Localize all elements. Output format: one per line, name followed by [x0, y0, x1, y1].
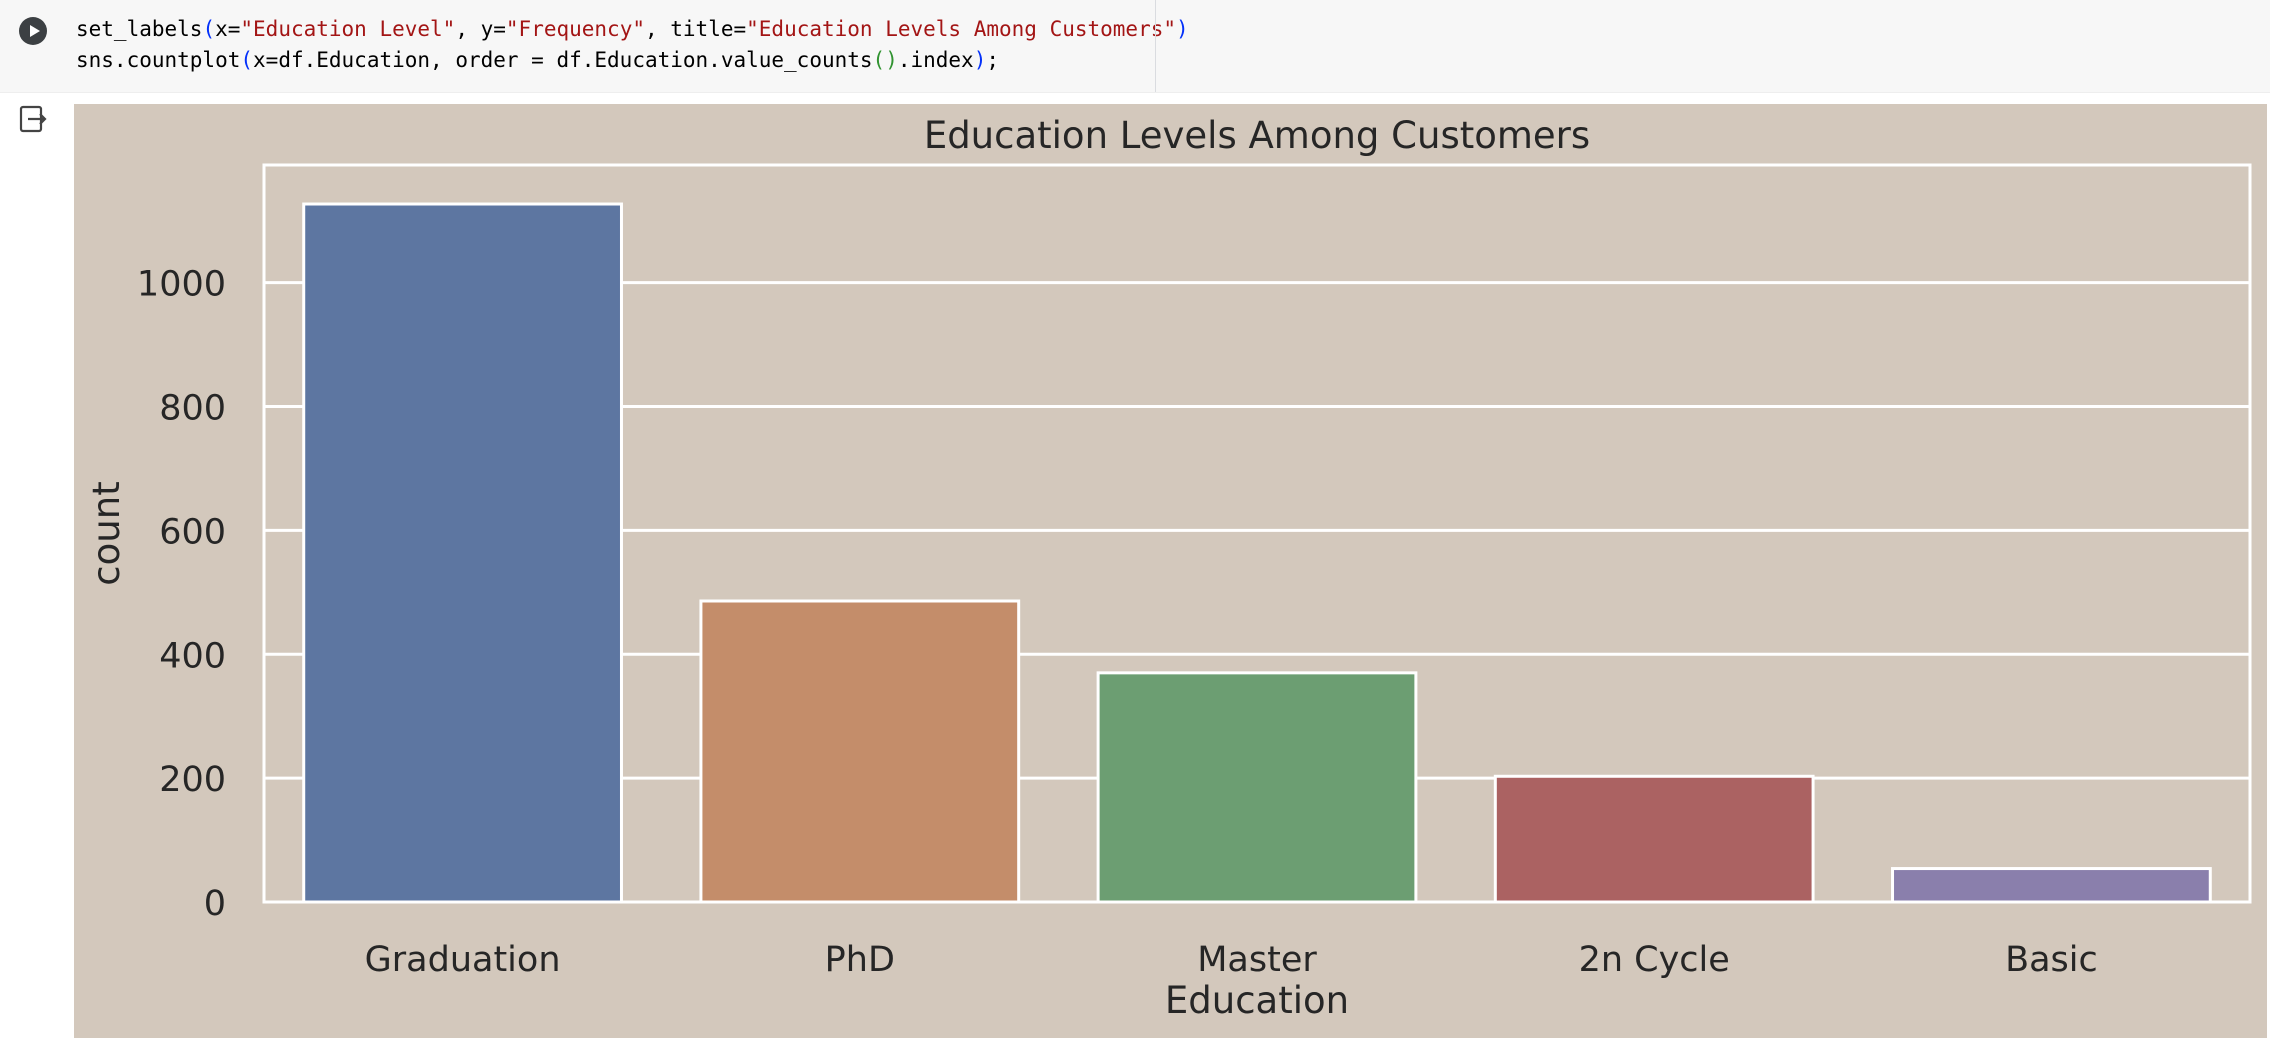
bar-basic	[1891, 867, 2212, 904]
bar-chart: 0 200 400 600 800 1000 Graduation PhD Master 2n …	[74, 104, 2267, 1038]
y-axis-label: count	[85, 481, 128, 585]
code-token: .index	[897, 48, 974, 72]
run-cell-button[interactable]	[19, 17, 47, 45]
code-token: x=df.Education, order = df.Education.val…	[253, 48, 873, 72]
chart-title: Education Levels Among Customers	[924, 114, 1590, 157]
code-token: (	[202, 17, 216, 41]
code-token: set_labels	[76, 17, 203, 41]
code-token: "Frequency"	[505, 17, 645, 41]
code-ruler	[1155, 0, 1156, 92]
x-tick-labels: Graduation PhD Master 2n Cycle Basic	[365, 940, 2098, 980]
x-tick-label: PhD	[825, 940, 895, 980]
x-tick-label: Basic	[2005, 940, 2098, 980]
code-token: , title=	[644, 17, 747, 41]
y-tick-label: 1000	[137, 265, 226, 305]
code-line: sns.countplot(x=df.Education, order = df…	[76, 45, 1189, 76]
output-icon[interactable]	[18, 104, 48, 134]
code-token: , y=	[455, 17, 506, 41]
code-token: (	[240, 48, 254, 72]
code-editor[interactable]: set_labels(x="Education Level", y="Frequ…	[76, 14, 1189, 76]
bar-phd	[699, 599, 1021, 904]
x-tick-label: Master	[1197, 940, 1317, 980]
code-token: ()	[872, 48, 898, 72]
bar-graduation	[302, 202, 623, 904]
bar-master	[1096, 671, 1418, 904]
code-line: set_labels(x="Education Level", y="Frequ…	[76, 14, 1189, 45]
x-axis-label: Education	[1165, 979, 1349, 1022]
bar-2n-cycle	[1493, 774, 1815, 904]
code-token: sns.countplot	[76, 48, 241, 72]
y-tick-label: 600	[159, 512, 226, 552]
y-tick-label: 200	[159, 760, 226, 800]
y-tick-label: 400	[159, 636, 226, 676]
y-tick-label: 0	[204, 884, 226, 924]
code-token: "Education Levels Among Customers"	[746, 17, 1177, 41]
x-tick-label: Graduation	[365, 940, 561, 980]
code-token: x=	[215, 17, 241, 41]
y-tick-label: 800	[159, 389, 226, 429]
code-token: )	[1176, 17, 1189, 41]
code-token: ;	[986, 48, 1000, 72]
y-tick-labels: 0 200 400 600 800 1000	[137, 265, 226, 924]
code-token: )	[973, 48, 987, 72]
bars	[302, 202, 2212, 904]
x-tick-label: 2n Cycle	[1579, 940, 1730, 980]
code-token: "Education Level"	[240, 17, 456, 41]
code-cell[interactable]: set_labels(x="Education Level", y="Frequ…	[0, 0, 2270, 93]
chart-figure: 0 200 400 600 800 1000 Graduation PhD Master 2n …	[74, 104, 2267, 1038]
